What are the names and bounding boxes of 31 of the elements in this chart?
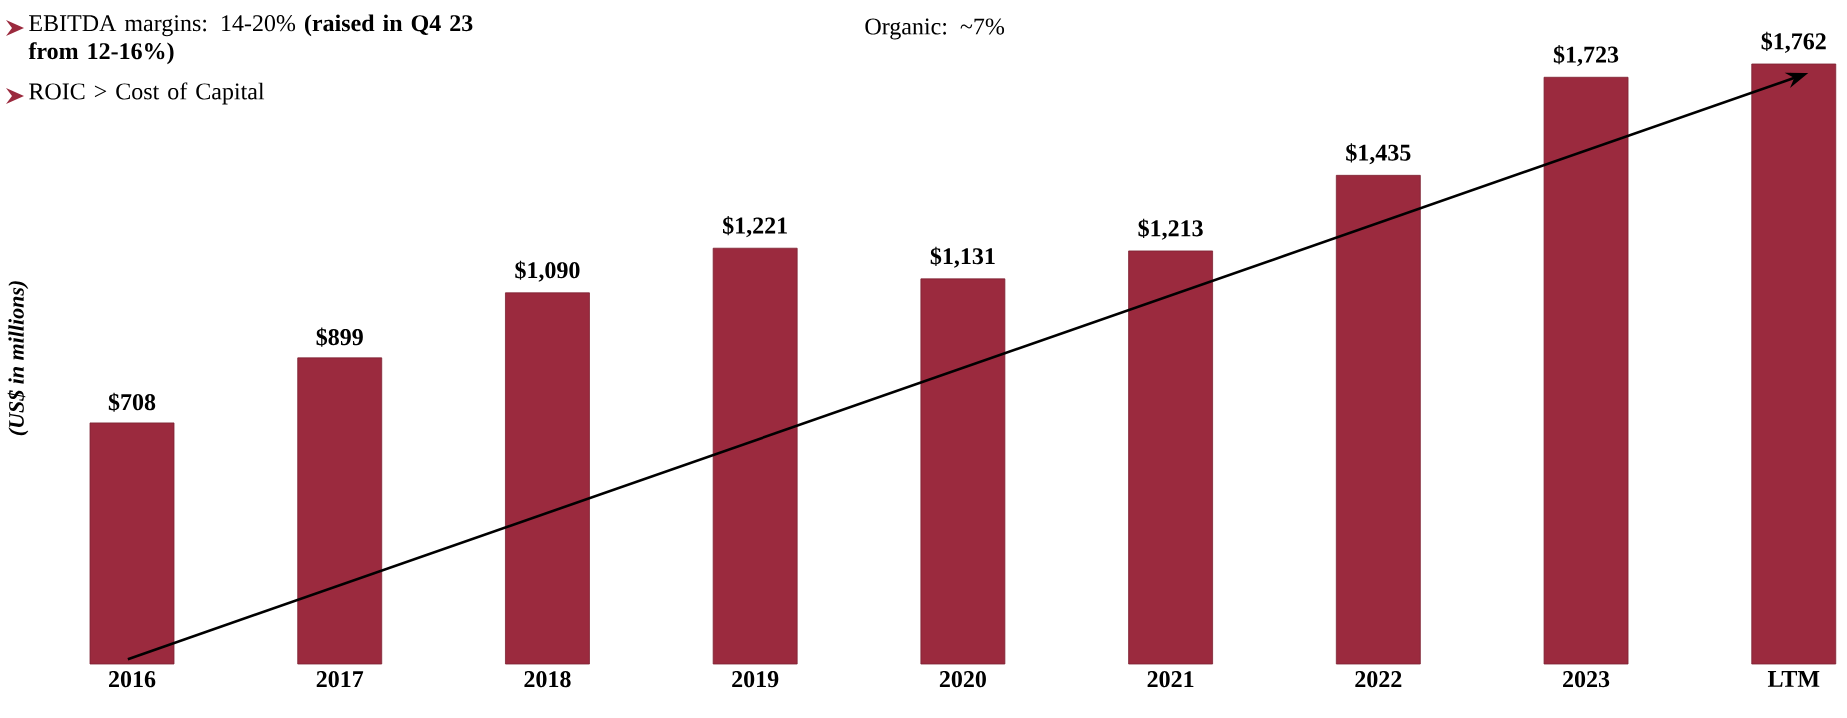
- bar: [505, 292, 590, 665]
- x-tick-label: LTM: [1767, 671, 1820, 687]
- data-label: $1,213: [1138, 218, 1203, 240]
- x-tick-label: 2016: [109, 671, 156, 688]
- bar: [1335, 174, 1421, 665]
- bar: [920, 278, 1006, 665]
- bar: [1751, 63, 1837, 665]
- data-label: $1,221: [723, 216, 787, 238]
- data-label: $899: [316, 327, 363, 347]
- x-tick-label: 2023: [1563, 671, 1610, 688]
- bar: [1128, 250, 1214, 665]
- x-tick-label: 2020: [939, 671, 986, 688]
- text: Organic: ~7%: [865, 18, 1005, 40]
- data-label: $708: [108, 392, 156, 412]
- text: EBITDA margins: 14-20% (raised in Q4 23 from 12-16%): [28, 14, 473, 65]
- y-axis-title: (US$ in millions): [7, 281, 29, 436]
- x-tick-label: 2021: [1147, 671, 1194, 688]
- data-label: $1,762: [1761, 31, 1826, 53]
- data-label: $1,131: [930, 246, 995, 268]
- data-label: $1,090: [515, 260, 580, 282]
- x-tick-label: 2018: [524, 671, 571, 688]
- x-tick-label: 2017: [316, 671, 364, 688]
- bar: [1543, 76, 1629, 665]
- data-label: $1,723: [1553, 45, 1619, 67]
- data-label: $1,435: [1346, 143, 1411, 165]
- bar: [297, 357, 383, 665]
- annotation: ROIC > Cost of Capital: [29, 82, 265, 105]
- bar: [89, 422, 175, 665]
- bar: [712, 247, 798, 665]
- x-tick-label: 2019: [732, 671, 779, 688]
- x-tick-label: 2022: [1355, 671, 1402, 688]
